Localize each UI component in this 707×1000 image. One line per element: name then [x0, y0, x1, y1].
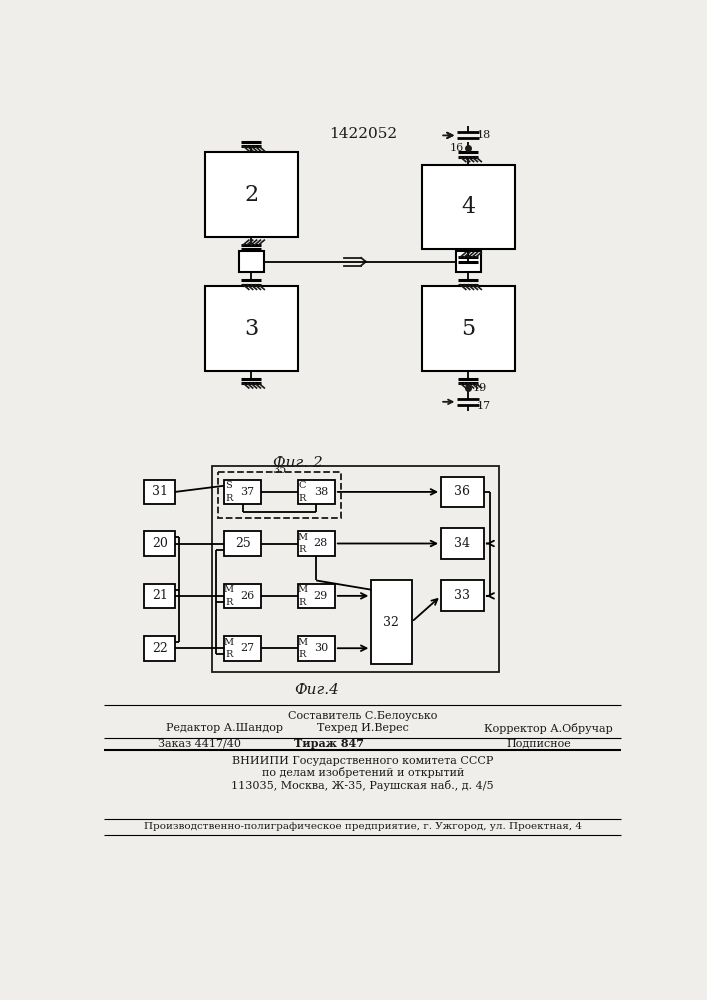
Text: Техред И.Верес: Техред И.Верес — [317, 723, 409, 733]
Text: 27: 27 — [240, 643, 255, 653]
Text: Составитель С.Белоусько: Составитель С.Белоусько — [288, 711, 438, 721]
Text: R: R — [225, 650, 233, 659]
Text: 3: 3 — [244, 318, 258, 340]
Bar — [224, 584, 261, 608]
Text: Редактор А.Шандор: Редактор А.Шандор — [166, 723, 283, 733]
Text: M: M — [223, 638, 234, 647]
Text: 19: 19 — [472, 383, 487, 393]
Text: 32: 32 — [383, 616, 399, 629]
Bar — [224, 531, 261, 556]
Text: R: R — [225, 598, 233, 607]
Bar — [218, 472, 341, 518]
Bar — [144, 636, 175, 661]
Text: 1422052: 1422052 — [329, 127, 397, 141]
Text: 16: 16 — [450, 143, 464, 153]
Text: 36: 36 — [454, 485, 470, 498]
Text: 31: 31 — [152, 485, 168, 498]
Text: 34: 34 — [454, 537, 470, 550]
Bar — [298, 584, 335, 608]
Text: M: M — [297, 585, 308, 594]
Text: 30: 30 — [314, 643, 328, 653]
Bar — [441, 528, 484, 559]
Bar — [298, 636, 335, 661]
Text: 28: 28 — [314, 538, 328, 548]
Bar — [204, 152, 298, 237]
Text: 35: 35 — [272, 465, 286, 475]
Bar — [371, 580, 411, 664]
Text: 21: 21 — [152, 589, 168, 602]
Text: Тираж 847: Тираж 847 — [293, 738, 363, 749]
Bar — [298, 480, 335, 504]
Bar — [204, 286, 298, 371]
Text: M: M — [297, 638, 308, 647]
Text: 2: 2 — [244, 184, 258, 206]
Text: ВНИИПИ Государственного комитета СССР: ВНИИПИ Государственного комитета СССР — [232, 756, 493, 766]
Text: 18: 18 — [477, 130, 491, 140]
Text: C: C — [298, 481, 306, 490]
Text: 33: 33 — [454, 589, 470, 602]
Text: 5: 5 — [461, 318, 475, 340]
Bar — [144, 480, 175, 504]
Text: 22: 22 — [152, 642, 168, 655]
Bar — [224, 480, 261, 504]
Text: R: R — [298, 545, 306, 554]
Bar — [239, 251, 264, 272]
Text: M: M — [223, 585, 234, 594]
Bar — [224, 636, 261, 661]
Text: M: M — [297, 533, 308, 542]
Text: 29: 29 — [314, 591, 328, 601]
Bar — [298, 531, 335, 556]
Bar — [441, 477, 484, 507]
Text: 26: 26 — [240, 591, 255, 601]
Text: R: R — [298, 650, 306, 659]
Text: S: S — [226, 481, 232, 490]
Text: по делам изобретений и открытий: по делам изобретений и открытий — [262, 767, 464, 778]
Text: R: R — [298, 494, 306, 503]
Bar — [421, 286, 515, 371]
Text: Фиг.4: Фиг.4 — [295, 683, 339, 697]
Text: 37: 37 — [240, 487, 255, 497]
Text: 25: 25 — [235, 537, 250, 550]
Text: 17: 17 — [477, 401, 491, 411]
Text: 20: 20 — [152, 537, 168, 550]
Bar — [144, 531, 175, 556]
Text: 113035, Москва, Ж-35, Раушская наб., д. 4/5: 113035, Москва, Ж-35, Раушская наб., д. … — [231, 780, 494, 791]
Bar — [456, 251, 481, 272]
Text: Корректор А.Обручар: Корректор А.Обручар — [484, 723, 612, 734]
Bar — [441, 580, 484, 611]
Text: R: R — [225, 494, 233, 503]
Text: R: R — [298, 598, 306, 607]
Bar — [212, 466, 499, 672]
Bar — [144, 584, 175, 608]
Bar — [421, 165, 515, 249]
Text: Производственно-полиграфическое предприятие, г. Ужгород, ул. Проектная, 4: Производственно-полиграфическое предприя… — [144, 822, 582, 831]
Text: 4: 4 — [461, 196, 475, 218]
Text: Подписное: Подписное — [507, 739, 572, 749]
Text: Заказ 4417/40: Заказ 4417/40 — [158, 739, 241, 749]
Text: Фиг. 2: Фиг. 2 — [273, 456, 322, 470]
Text: 38: 38 — [314, 487, 328, 497]
